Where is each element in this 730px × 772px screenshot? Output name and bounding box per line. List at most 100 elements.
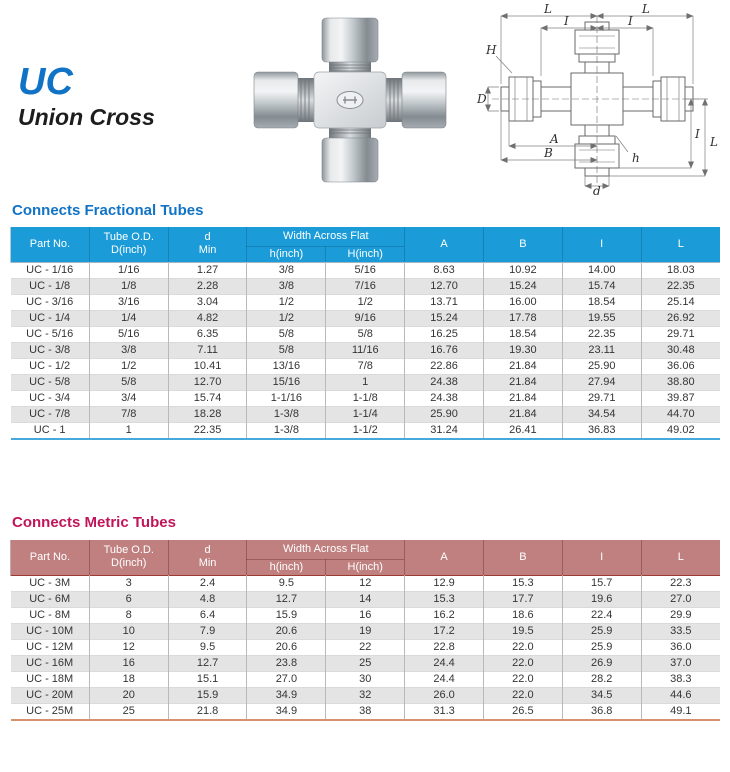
part-no-cell: UC - 1/8	[10, 277, 90, 294]
value-cell: 28.2	[561, 670, 642, 687]
dim-label-L-right: L	[709, 135, 718, 149]
value-cell: 1-1/4	[325, 405, 405, 422]
value-cell: 1-1/8	[325, 389, 405, 406]
value-cell: 7/16	[325, 277, 405, 294]
union-cross-line-drawing: L L I I H D A B h I L d	[476, 4, 718, 196]
section-title-fractional: Connects Fractional Tubes	[12, 202, 204, 219]
value-cell: 25.90	[561, 357, 642, 374]
col-header-a: A	[404, 540, 484, 575]
value-cell: 39.87	[640, 389, 720, 406]
value-cell: 37.0	[640, 654, 720, 671]
value-cell: 19.30	[482, 341, 563, 358]
value-cell: 30.48	[640, 341, 720, 358]
value-cell: 6.4	[167, 606, 247, 623]
col-header-tube-od-line1: Tube O.D.	[103, 231, 154, 244]
value-cell: 15.3	[482, 575, 563, 591]
value-cell: 3/8	[88, 341, 169, 358]
value-cell: 21.84	[482, 357, 563, 374]
value-cell: 18.03	[640, 262, 720, 278]
value-cell: 21.84	[482, 405, 563, 422]
table-row: UC - 8M 8 6.4 15.9 16 16.2 18.6 22.4 29.9	[10, 606, 720, 623]
value-cell: 17.78	[482, 309, 563, 326]
value-cell: 29.9	[640, 606, 720, 623]
col-header-i: I	[561, 227, 642, 262]
value-cell: 26.41	[482, 421, 563, 439]
table-row: UC - 3/16 3/16 3.04 1/2 1/2 13.71 16.00 18.54 25…	[10, 293, 720, 310]
value-cell: 26.92	[640, 309, 720, 326]
nut-bottom	[321, 137, 379, 183]
col-header-h-small: h(inch)	[246, 559, 326, 575]
value-cell: 34.9	[246, 702, 326, 720]
value-cell: 3/8	[246, 277, 326, 294]
part-no-cell: UC - 5/8	[10, 373, 90, 390]
value-cell: 1.27	[167, 262, 247, 278]
value-cell: 1/2	[246, 309, 326, 326]
value-cell: 1/2	[325, 293, 405, 310]
dim-label-A: A	[549, 132, 559, 146]
value-cell: 23.8	[246, 654, 326, 671]
col-header-d-line1: d	[204, 231, 211, 244]
value-cell: 15.9	[167, 686, 247, 703]
table-row: UC - 12M 12 9.5 20.6 22 22.8 22.0 25.9 36.0	[10, 638, 720, 655]
col-header-tube-od-line2: D(inch)	[111, 557, 147, 570]
col-header-h-big: H(inch)	[325, 246, 405, 262]
value-cell: 36.83	[561, 421, 642, 439]
value-cell: 29.71	[640, 325, 720, 342]
table-row: UC - 1 1 22.35 1-3/8 1-1/2 31.24 26.41 36.83 49.…	[10, 421, 720, 439]
table-row: UC - 10M 10 7.9 20.6 19 17.2 19.5 25.9 33.5	[10, 622, 720, 639]
table-row: UC - 1/16 1/16 1.27 3/8 5/16 8.63 10.92 14.00 18…	[11, 262, 720, 278]
value-cell: 22.0	[482, 654, 563, 671]
value-cell: 44.70	[640, 405, 720, 422]
part-no-cell: UC - 25M	[10, 702, 90, 720]
value-cell: 10.41	[167, 357, 247, 374]
value-cell: 18	[88, 670, 169, 687]
value-cell: 29.71	[561, 389, 642, 406]
dim-label-I-top-left: I	[563, 14, 569, 28]
part-no-cell: UC - 18M	[10, 670, 90, 687]
value-cell: 25.90	[404, 405, 484, 422]
nut-left	[253, 71, 299, 129]
value-cell: 4.8	[167, 590, 247, 607]
product-photo	[248, 10, 452, 190]
value-cell: 22.35	[640, 277, 720, 294]
value-cell: 20	[88, 686, 169, 703]
part-no-cell: UC - 1/16	[26, 263, 74, 276]
brand-block: UC Union Cross	[18, 62, 155, 130]
value-cell: 22.0	[482, 686, 563, 703]
value-cell: 8	[88, 606, 169, 623]
value-cell: 15/16	[246, 373, 326, 390]
table-row: UC - 20M 20 15.9 34.9 32 26.0 22.0 34.5 44.6	[10, 686, 720, 703]
value-cell: 21.8	[167, 702, 247, 720]
value-cell: 8.63	[404, 262, 484, 278]
value-cell: 18.54	[482, 325, 563, 342]
value-cell: 32	[325, 686, 405, 703]
value-cell: 1-3/8	[246, 421, 326, 439]
part-no-cell: UC - 8M	[10, 606, 90, 623]
value-cell: 1	[325, 373, 405, 390]
value-cell: 22.0	[482, 638, 563, 655]
value-cell: 5/8	[246, 325, 326, 342]
part-no-cell: UC - 3/4	[10, 389, 90, 406]
value-cell: 22.3	[640, 575, 720, 591]
table-row: UC - 25M 25 21.8 34.9 38 31.3 26.5 36.8 49.1	[10, 702, 720, 720]
value-cell: 16.2	[404, 606, 484, 623]
product-name: Union Cross	[18, 104, 155, 130]
value-cell: 44.6	[640, 686, 720, 703]
value-cell: 3/8	[246, 262, 326, 278]
value-cell: 15.24	[482, 277, 563, 294]
dim-label-I-top-right: I	[627, 14, 633, 28]
value-cell: 19.6	[561, 590, 642, 607]
value-cell: 10	[88, 622, 169, 639]
value-cell: 1/8	[88, 277, 169, 294]
nut-right	[401, 71, 447, 129]
dim-label-d: d	[593, 184, 601, 196]
value-cell: 36.06	[640, 357, 720, 374]
value-cell: 16	[325, 606, 405, 623]
union-cross-illustration	[253, 17, 447, 183]
part-no-cell: UC - 3/8	[10, 341, 90, 358]
value-cell: 5/16	[88, 325, 169, 342]
value-cell: 12	[325, 575, 405, 591]
value-cell: 3	[88, 575, 169, 591]
value-cell: 1/2	[88, 357, 169, 374]
value-cell: 16.76	[404, 341, 484, 358]
